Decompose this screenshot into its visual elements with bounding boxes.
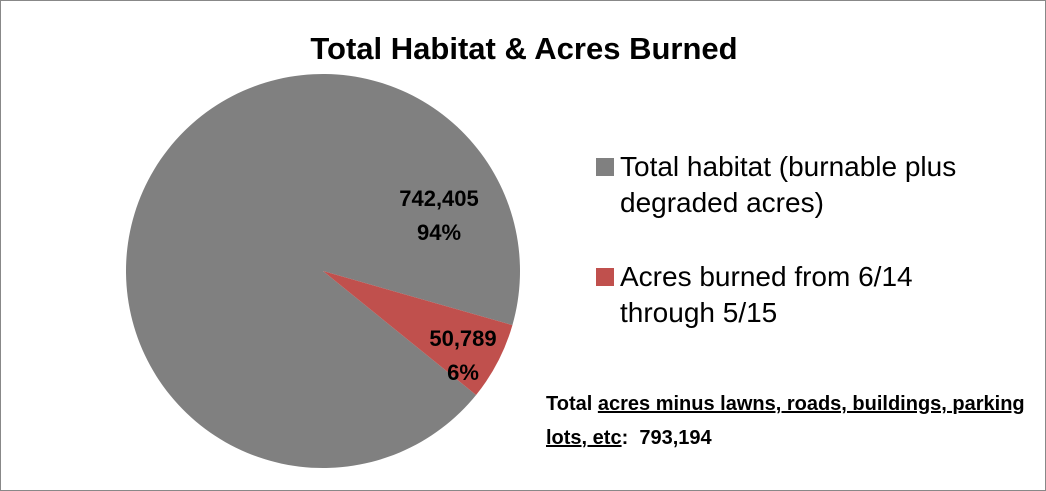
annotation-suffix: : — [621, 427, 629, 449]
legend-item: Total habitat (burnable plus degraded ac… — [596, 149, 1016, 221]
legend-label: Acres burned from 6/14 through 5/15 — [620, 261, 913, 328]
legend-label: Total habitat (burnable plus degraded ac… — [620, 151, 957, 218]
percent-label: 6% — [447, 360, 479, 385]
annotation: Total acres minus lawns, roads, building… — [546, 387, 1026, 455]
legend-swatch — [596, 268, 614, 286]
annotation-total: 793,194 — [639, 427, 712, 449]
legend-item: Acres burned from 6/14 through 5/15 — [596, 259, 1016, 331]
data-label: 50,789 — [429, 326, 496, 351]
chart-title: Total Habitat & Acres Burned — [310, 31, 737, 66]
legend-swatch — [596, 158, 614, 176]
percent-label: 94% — [417, 220, 461, 245]
data-label: 742,405 — [399, 186, 479, 211]
pie-slice — [323, 271, 513, 395]
annotation-underlined: acres minus lawns, roads, buildings, par… — [546, 393, 1025, 449]
pie-slice — [126, 73, 520, 468]
annotation-prefix: Total — [546, 393, 593, 415]
